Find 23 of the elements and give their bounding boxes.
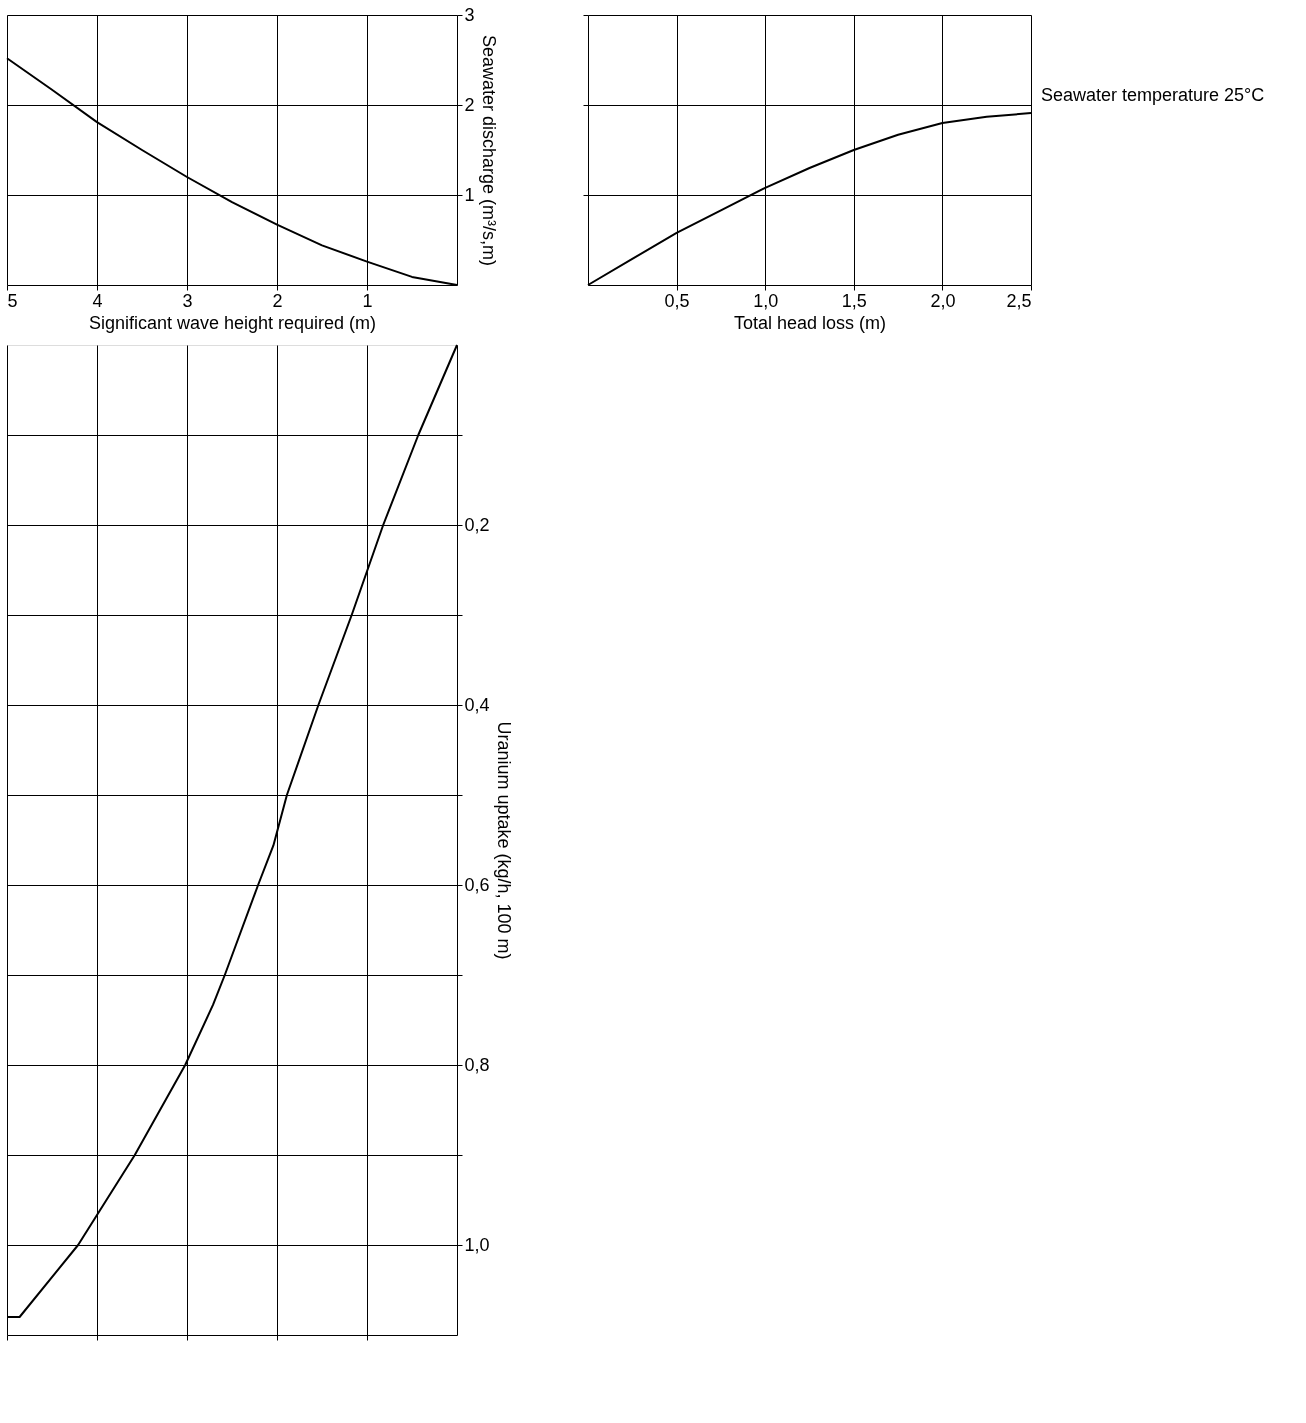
x-tick-label: 4 — [92, 290, 103, 311]
y-tick-label: 0,4 — [464, 694, 490, 715]
y-tick-label: 1 — [464, 184, 475, 205]
x-axis-title: Significant wave height required (m) — [88, 312, 377, 333]
y-tick-label: 0,8 — [464, 1054, 490, 1075]
y-tick-label: 0,6 — [464, 874, 490, 895]
y-tick-label: 1,0 — [464, 1234, 490, 1255]
y-tick-label: 2 — [464, 94, 475, 115]
x-tick-label: 1,5 — [841, 290, 867, 311]
x-tick-label: 3 — [182, 290, 193, 311]
text: Seawater temperature 25°C — [1041, 85, 1265, 105]
y-axis-title: Seawater discharge (m³/s,m) — [478, 34, 499, 267]
x-axis-title: Total head loss (m) — [733, 312, 887, 333]
x-tick-label: 0,5 — [664, 290, 690, 311]
y-tick-label: 3 — [464, 4, 475, 25]
x-tick-label: 5 — [7, 290, 18, 311]
x-tick-label: 1,0 — [753, 290, 779, 311]
x-tick-label: 1 — [362, 290, 373, 311]
x-tick-label: 2 — [272, 290, 283, 311]
y-tick-label: 0,2 — [464, 514, 490, 535]
y-axis-title: Uranium uptake (kg/h, 100 m) — [493, 721, 514, 960]
x-tick-label: 2,0 — [930, 290, 956, 311]
x-tick-label: 2,5 — [1006, 290, 1032, 311]
